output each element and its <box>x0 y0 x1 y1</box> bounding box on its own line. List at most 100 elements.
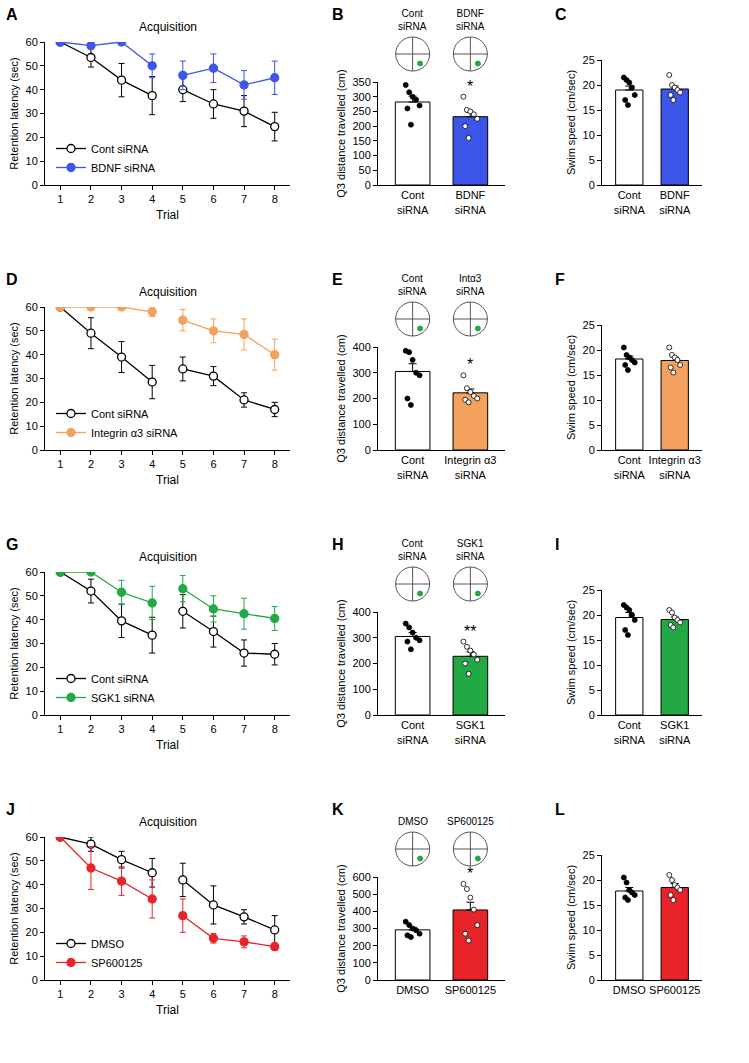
svg-text:DMSO: DMSO <box>91 938 124 950</box>
svg-text:ContsiRNA: ContsiRNA <box>398 538 427 562</box>
svg-text:40: 40 <box>26 614 38 626</box>
svg-text:3: 3 <box>118 988 124 1000</box>
svg-text:Cont siRNA: Cont siRNA <box>91 673 149 685</box>
svg-text:600: 600 <box>352 871 370 883</box>
svg-text:0: 0 <box>365 709 371 721</box>
svg-text:0: 0 <box>365 974 371 986</box>
svg-text:60: 60 <box>26 36 38 48</box>
svg-text:Retention latency (sec): Retention latency (sec) <box>8 852 20 965</box>
svg-text:400: 400 <box>352 606 370 618</box>
svg-text:SP600125: SP600125 <box>447 816 494 827</box>
svg-text:Retention latency (sec): Retention latency (sec) <box>8 57 20 169</box>
svg-text:1: 1 <box>57 988 63 1000</box>
svg-text:20: 20 <box>583 609 595 621</box>
svg-text:200: 200 <box>352 120 370 132</box>
svg-text:30: 30 <box>26 107 38 119</box>
svg-text:BDNF siRNA: BDNF siRNA <box>91 162 156 174</box>
svg-text:20: 20 <box>583 79 595 91</box>
svg-text:15: 15 <box>583 104 595 116</box>
svg-text:25: 25 <box>583 319 595 331</box>
svg-text:15: 15 <box>583 899 595 911</box>
svg-text:200: 200 <box>352 392 370 404</box>
svg-text:Swim speed (cm/sec): Swim speed (cm/sec) <box>565 600 577 705</box>
svg-text:Acquisition: Acquisition <box>139 550 197 564</box>
svg-text:1: 1 <box>57 458 63 470</box>
svg-text:7: 7 <box>241 988 247 1000</box>
svg-text:ContsiRNA: ContsiRNA <box>397 454 429 480</box>
svg-text:100: 100 <box>352 149 370 161</box>
svg-text:0: 0 <box>365 179 371 191</box>
svg-text:20: 20 <box>26 396 38 408</box>
svg-text:ContsiRNA: ContsiRNA <box>614 189 646 215</box>
svg-text:Integrin α3siRNA: Integrin α3siRNA <box>649 454 701 480</box>
svg-text:8: 8 <box>272 193 278 205</box>
svg-text:0: 0 <box>589 179 595 191</box>
svg-text:5: 5 <box>180 193 186 205</box>
svg-text:1: 1 <box>57 723 63 735</box>
svg-text:350: 350 <box>352 76 370 88</box>
svg-text:0: 0 <box>589 974 595 986</box>
svg-text:20: 20 <box>583 874 595 886</box>
svg-text:Q3 distance travelled (cm): Q3 distance travelled (cm) <box>335 599 347 727</box>
svg-text:2: 2 <box>88 988 94 1000</box>
svg-text:300: 300 <box>352 367 370 379</box>
svg-text:10: 10 <box>583 394 595 406</box>
svg-text:BDNFsiRNA: BDNFsiRNA <box>455 189 487 215</box>
svg-text:200: 200 <box>352 940 370 952</box>
svg-text:**: ** <box>464 623 476 640</box>
svg-text:10: 10 <box>583 129 595 141</box>
svg-text:40: 40 <box>26 84 38 96</box>
svg-text:Trial: Trial <box>156 473 179 487</box>
svg-text:0: 0 <box>589 709 595 721</box>
svg-text:ContsiRNA: ContsiRNA <box>397 719 429 745</box>
svg-text:250: 250 <box>352 105 370 117</box>
svg-text:30: 30 <box>26 902 38 914</box>
svg-text:4: 4 <box>149 193 155 205</box>
svg-text:DMSO: DMSO <box>396 984 429 996</box>
svg-text:Swim speed (cm/sec): Swim speed (cm/sec) <box>565 335 577 440</box>
svg-text:Retention latency (sec): Retention latency (sec) <box>8 587 20 700</box>
svg-text:*: * <box>467 865 473 882</box>
svg-text:20: 20 <box>583 344 595 356</box>
svg-text:4: 4 <box>149 988 155 1000</box>
svg-text:15: 15 <box>583 634 595 646</box>
svg-text:Retention latency (sec): Retention latency (sec) <box>8 322 20 435</box>
svg-text:20: 20 <box>26 926 38 938</box>
svg-text:SP600125: SP600125 <box>445 984 496 996</box>
svg-text:6: 6 <box>210 193 216 205</box>
svg-text:50: 50 <box>26 590 38 602</box>
svg-text:25: 25 <box>583 849 595 861</box>
svg-text:1: 1 <box>57 193 63 205</box>
svg-text:30: 30 <box>26 372 38 384</box>
svg-text:5: 5 <box>589 419 595 431</box>
svg-text:5: 5 <box>589 684 595 696</box>
svg-text:4: 4 <box>149 458 155 470</box>
svg-text:7: 7 <box>241 723 247 735</box>
svg-text:B: B <box>332 6 344 23</box>
svg-text:Swim speed (cm/sec): Swim speed (cm/sec) <box>565 865 577 970</box>
svg-text:6: 6 <box>210 458 216 470</box>
svg-text:2: 2 <box>88 458 94 470</box>
svg-text:10: 10 <box>583 924 595 936</box>
svg-text:BDNFsiRNA: BDNFsiRNA <box>659 189 691 215</box>
svg-text:SGK1siRNA: SGK1siRNA <box>455 719 487 745</box>
svg-text:ContsiRNA: ContsiRNA <box>398 8 427 32</box>
svg-text:5: 5 <box>180 723 186 735</box>
svg-text:*: * <box>467 78 473 95</box>
svg-text:30: 30 <box>26 637 38 649</box>
svg-text:400: 400 <box>352 341 370 353</box>
svg-text:5: 5 <box>180 458 186 470</box>
svg-text:2: 2 <box>88 723 94 735</box>
svg-text:G: G <box>6 536 18 553</box>
svg-text:60: 60 <box>26 566 38 578</box>
svg-text:3: 3 <box>118 458 124 470</box>
svg-text:25: 25 <box>583 54 595 66</box>
svg-text:Swim speed (cm/sec): Swim speed (cm/sec) <box>565 70 577 175</box>
svg-text:7: 7 <box>241 458 247 470</box>
svg-text:40: 40 <box>26 879 38 891</box>
svg-text:8: 8 <box>272 458 278 470</box>
svg-text:0: 0 <box>365 444 371 456</box>
svg-text:50: 50 <box>26 325 38 337</box>
svg-text:E: E <box>332 271 343 288</box>
svg-text:300: 300 <box>352 922 370 934</box>
